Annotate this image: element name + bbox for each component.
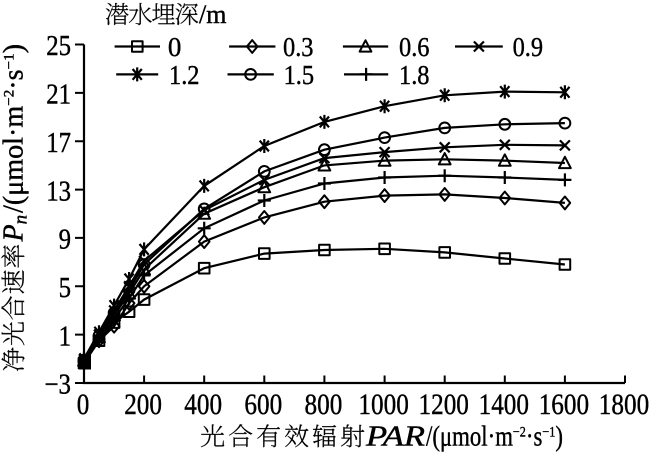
svg-text:1600: 1600 [539, 389, 589, 421]
svg-text:800: 800 [305, 389, 343, 421]
svg-text:5: 5 [59, 273, 71, 304]
svg-text:0: 0 [77, 389, 90, 421]
svg-text:1400: 1400 [479, 389, 529, 421]
svg-text:1.8: 1.8 [399, 60, 430, 90]
svg-text:0.9: 0.9 [513, 32, 544, 62]
svg-text:1000: 1000 [358, 389, 408, 421]
svg-text:1800: 1800 [599, 389, 649, 421]
svg-text:0.3: 0.3 [283, 32, 314, 62]
svg-text:400: 400 [184, 389, 222, 421]
svg-text:0: 0 [168, 32, 182, 62]
svg-text:1: 1 [59, 321, 71, 352]
svg-text:17: 17 [46, 128, 71, 159]
svg-text:/m: /m [199, 0, 226, 29]
svg-text:25: 25 [46, 31, 71, 62]
svg-text:Pn: Pn [0, 215, 32, 243]
svg-text:21: 21 [46, 80, 71, 111]
svg-text:1.2: 1.2 [169, 60, 200, 90]
svg-text:PAR: PAR [365, 421, 425, 452]
svg-text:1200: 1200 [419, 389, 469, 421]
svg-text:200: 200 [124, 389, 162, 421]
svg-text:/(μmol·m−2·s−1): /(μmol·m−2·s−1) [426, 421, 563, 452]
svg-text:13: 13 [46, 176, 71, 207]
svg-text:−3: −3 [45, 370, 72, 401]
svg-text:9: 9 [59, 225, 71, 256]
svg-text:600: 600 [244, 389, 282, 421]
svg-text:/(μmol·m−2·s−1): /(μmol·m−2·s−1) [0, 44, 30, 213]
svg-text:0.6: 0.6 [399, 32, 430, 62]
svg-text:1.5: 1.5 [284, 60, 315, 90]
